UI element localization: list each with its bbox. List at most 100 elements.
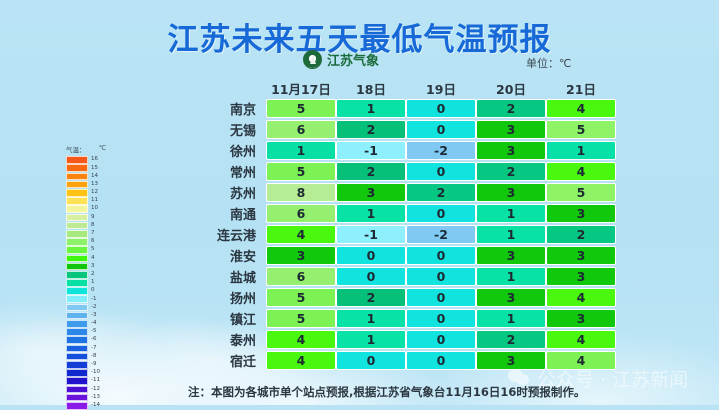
- legend-swatch: [66, 393, 88, 402]
- legend-label: -12: [91, 385, 100, 392]
- legend-swatch: [66, 295, 88, 304]
- legend-entry: 16: [66, 156, 108, 164]
- legend-entry: 0: [66, 287, 108, 295]
- temperature-cell: 0: [406, 99, 476, 118]
- legend-swatch: [66, 385, 88, 394]
- legend-label: 3: [91, 262, 95, 269]
- legend-label: -10: [91, 369, 100, 376]
- temperature-cell: 0: [406, 120, 476, 139]
- temperature-cell: 2: [336, 288, 406, 307]
- temperature-cell: 2: [546, 225, 616, 244]
- legend-label: 1: [91, 279, 95, 286]
- legend-entry: -8: [66, 352, 108, 361]
- city-name: 镇江: [229, 313, 256, 328]
- legend-label: -14: [91, 401, 100, 408]
- legend-entry: 9: [66, 213, 108, 222]
- temperature-cell: 5: [266, 162, 336, 181]
- legend-entry: 7: [66, 229, 108, 238]
- temperature-cell: 0: [406, 246, 476, 265]
- table-row: 盐城 6 0 0 1 3: [190, 266, 616, 287]
- legend-swatch: [66, 238, 88, 246]
- forecast-table: 11月17日 18日 19日 20日 21日 南京 5 1 0 2 4 无锡 6 2 0 3 5 徐州 1 -1 -2…: [190, 78, 616, 371]
- legend-label: -11: [91, 377, 100, 384]
- legend-swatch: [66, 377, 88, 385]
- table-row: 徐州 1 -1 -2 3 1: [190, 140, 616, 161]
- legend-label: 0: [91, 287, 95, 294]
- temperature-cell: 3: [476, 288, 546, 307]
- temperature-cell: 3: [546, 267, 616, 286]
- legend-swatch: [66, 164, 88, 173]
- temperature-cell: 2: [476, 99, 546, 118]
- legend-label: 4: [91, 254, 95, 261]
- temperature-cell: 1: [336, 204, 406, 223]
- temperature-cell: 0: [336, 267, 406, 286]
- table-row: 泰州 4 1 0 2 4: [190, 329, 616, 350]
- table-row: 扬州 5 2 0 3 4: [190, 287, 616, 308]
- legend-title-left: 气温：: [66, 146, 86, 154]
- city-name: 徐州: [229, 145, 256, 160]
- temperature-cell: 1: [336, 99, 406, 118]
- legend-swatch: [66, 246, 88, 254]
- legend-swatch: [66, 197, 88, 205]
- legend-swatch: [66, 336, 88, 345]
- legend-entry: 6: [66, 238, 108, 246]
- temperature-cell: -1: [336, 225, 406, 244]
- date-column-header: 20日: [496, 82, 526, 97]
- legend-entry: 10: [66, 205, 108, 214]
- legend-entry: 13: [66, 180, 108, 189]
- legend-label: -4: [91, 320, 97, 327]
- temperature-cell: 0: [336, 351, 406, 370]
- legend-swatch: [66, 189, 88, 197]
- legend-entry: -2: [66, 303, 108, 312]
- temperature-cell: 1: [266, 141, 336, 160]
- table-row: 苏州 8 3 2 3 5: [190, 182, 616, 203]
- city-name: 常州: [229, 166, 256, 181]
- temperature-cell: 0: [336, 246, 406, 265]
- legend-entry: -4: [66, 320, 108, 328]
- table-row: 南京 5 1 0 2 4: [190, 98, 616, 119]
- temperature-cell: 0: [406, 330, 476, 349]
- legend-label: 16: [91, 156, 98, 163]
- legend-label: -13: [91, 393, 100, 400]
- wechat-icon: [508, 369, 530, 388]
- legend-entry: -6: [66, 336, 108, 345]
- legend-title: 气温： ℃: [66, 144, 106, 154]
- watermark-text: 公众号 · 江苏新闻: [537, 369, 689, 391]
- date-column-header: 18日: [356, 82, 386, 97]
- legend-entry: 1: [66, 279, 108, 287]
- temperature-cell: 4: [546, 351, 616, 370]
- temperature-cell: 3: [476, 246, 546, 265]
- legend-swatch: [66, 311, 88, 320]
- legend-entry: -12: [66, 385, 108, 394]
- table-row: 连云港 4 -1 -2 1 2: [190, 224, 616, 245]
- legend-entry: -9: [66, 360, 108, 369]
- legend-label: 12: [91, 189, 98, 196]
- legend-label: 5: [91, 246, 95, 253]
- temperature-cell: 6: [266, 267, 336, 286]
- legend-swatch: [66, 156, 88, 164]
- legend-swatch: [66, 213, 88, 222]
- temperature-cell: 3: [546, 204, 616, 223]
- temperature-cell: 1: [476, 309, 546, 328]
- temperature-cell: 1: [476, 267, 546, 286]
- city-name: 南通: [229, 208, 256, 223]
- legend-label: -1: [91, 295, 97, 302]
- city-name: 苏州: [229, 187, 256, 202]
- legend-entry: -7: [66, 344, 108, 353]
- temperature-cell: 5: [266, 288, 336, 307]
- temperature-cell: 4: [266, 225, 336, 244]
- temperature-cell: 4: [546, 288, 616, 307]
- city-name: 连云港: [216, 229, 256, 244]
- temperature-cell: 2: [336, 120, 406, 139]
- legend-entry: 14: [66, 172, 108, 181]
- temperature-cell: 5: [266, 99, 336, 118]
- legend-swatch: [66, 270, 88, 279]
- legend-label: -3: [91, 311, 97, 318]
- temperature-cell: 1: [336, 330, 406, 349]
- city-name: 淮安: [229, 250, 256, 265]
- weather-bureau-emblem-icon: [303, 50, 322, 69]
- legend-swatch: [66, 205, 88, 214]
- watermark: 公众号 · 江苏新闻: [508, 365, 688, 392]
- date-column-header: 11月17日: [271, 82, 331, 97]
- legend-label: -6: [91, 336, 97, 343]
